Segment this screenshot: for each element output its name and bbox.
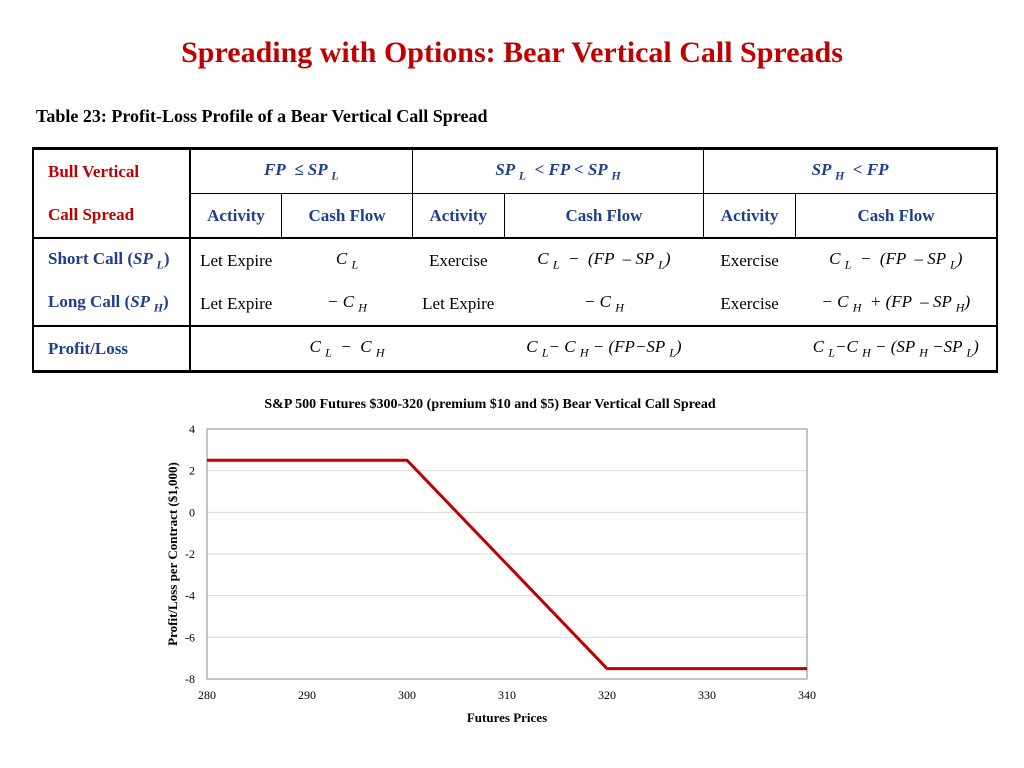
- x-tick-label: 310: [498, 688, 516, 702]
- empty-cell: [190, 326, 282, 372]
- x-axis-label: Futures Prices: [467, 710, 547, 725]
- y-axis-label: Profit/Loss per Contract ($1,000): [165, 462, 180, 646]
- chart-title: S&P 500 Futures $300-320 (premium $10 an…: [264, 397, 716, 412]
- profit-cell: C L − C H: [309, 336, 385, 360]
- activity-cell: Let Expire: [422, 293, 495, 313]
- region-header-3: SP H < FP: [703, 148, 997, 194]
- x-tick-label: 290: [298, 688, 316, 702]
- activity-header: Activity: [412, 193, 505, 238]
- y-tick-label: -4: [185, 589, 195, 603]
- corner-line1: Bull Vertical: [33, 148, 191, 194]
- activity-header: Activity: [703, 193, 797, 238]
- profit-loss-table: Bull Vertical FP ≤ SP L SP L < FP < SP H…: [32, 147, 998, 373]
- activity-cell: Exercise: [720, 293, 779, 313]
- empty-cell: [412, 326, 504, 372]
- y-tick-label: -2: [185, 547, 195, 561]
- x-tick-label: 330: [698, 688, 716, 702]
- cashflow-cell: C L − (FP – SP L): [829, 248, 963, 272]
- x-tick-label: 300: [398, 688, 416, 702]
- activity-cell: Exercise: [720, 250, 779, 270]
- cashflow-cell: C L − (FP – SP L): [537, 248, 671, 272]
- x-tick-label: 340: [798, 688, 816, 702]
- cashflow-cell: − C H: [504, 282, 704, 327]
- profit-cell: C L−C H − (SP H −SP L): [812, 336, 979, 360]
- cashflow-cell: − C H: [281, 282, 413, 327]
- cashflow-header: Cash Flow: [281, 193, 413, 238]
- cashflow-header: Cash Flow: [857, 205, 935, 225]
- profit-cell: C L− C H − (FP−SP L): [526, 336, 682, 360]
- activity-cell: Let Expire: [200, 293, 273, 313]
- y-tick-label: 0: [189, 505, 195, 519]
- x-tick-label: 320: [598, 688, 616, 702]
- table-caption: Table 23: Profit-Loss Profile of a Bear …: [36, 106, 488, 126]
- cashflow-cell: C L: [335, 248, 359, 272]
- x-tick-label: 280: [198, 688, 216, 702]
- y-tick-label: 4: [189, 422, 195, 436]
- y-tick-label: -8: [185, 672, 195, 686]
- region-header-2: SP L < FP < SP H: [412, 148, 705, 194]
- empty-cell: [704, 326, 796, 372]
- activity-cell: Let Expire: [200, 250, 273, 270]
- slide-title: Spreading with Options: Bear Vertical Ca…: [181, 36, 843, 69]
- payoff-line: [207, 458, 807, 671]
- plot-frame: [206, 428, 808, 680]
- profit-loss-label: Profit/Loss: [33, 326, 191, 372]
- short-call-label: Short Call (SP L): [33, 238, 191, 282]
- long-call-label: Long Call (SP H): [33, 282, 191, 326]
- corner-line2: Call Spread: [33, 193, 191, 238]
- cashflow-header: Cash Flow: [504, 193, 705, 238]
- y-tick-label: -6: [185, 630, 195, 644]
- activity-cell: Exercise: [428, 250, 488, 270]
- activity-header: Activity: [189, 193, 283, 238]
- y-tick-label: 2: [189, 464, 195, 478]
- region-header-1: FP ≤ SP L: [189, 148, 413, 194]
- cashflow-cell: − C H + (FP – SP H): [795, 282, 997, 327]
